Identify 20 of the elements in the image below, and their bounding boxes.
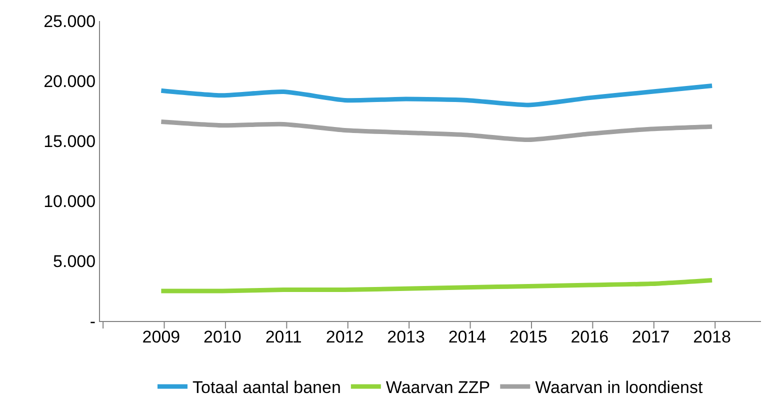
x-tick-label: 2017 — [632, 327, 670, 346]
x-tick-label: 2014 — [448, 327, 486, 346]
y-tick-label: 15.000 — [44, 132, 96, 151]
x-tick-label: 2010 — [203, 327, 242, 346]
x-tick-label: 2013 — [387, 327, 425, 346]
legend-label: Totaal aantal banen — [192, 378, 341, 398]
legend-label: Waarvan ZZP — [386, 378, 490, 398]
x-tick-label: 2016 — [570, 327, 609, 346]
y-tick-label: - — [90, 312, 96, 331]
x-tick-label: 2018 — [693, 327, 731, 346]
x-tick-label: 2011 — [265, 327, 302, 346]
x-tick-label: 2015 — [510, 327, 548, 346]
y-tick-label: 20.000 — [44, 72, 96, 91]
y-tick-label: 25.000 — [44, 12, 96, 31]
x-tick-label: 2009 — [142, 327, 180, 346]
line-series — [158, 84, 714, 108]
y-tick-label: 5.000 — [53, 252, 96, 271]
x-tick-label: 2012 — [326, 327, 364, 346]
y-tick-label: 10.000 — [44, 192, 96, 211]
legend-label: Waarvan in loondienst — [535, 378, 703, 398]
